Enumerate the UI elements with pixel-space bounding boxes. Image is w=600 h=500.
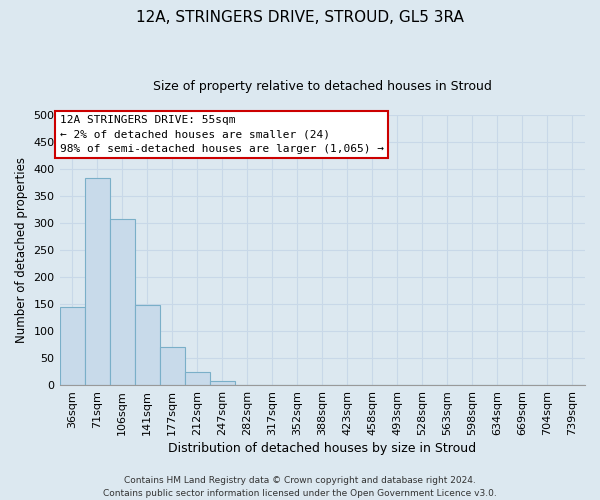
Text: 12A, STRINGERS DRIVE, STROUD, GL5 3RA: 12A, STRINGERS DRIVE, STROUD, GL5 3RA [136,10,464,25]
Y-axis label: Number of detached properties: Number of detached properties [15,157,28,343]
Bar [209,380,235,385]
Bar [85,178,110,385]
Bar [185,372,209,385]
Text: 12A STRINGERS DRIVE: 55sqm
← 2% of detached houses are smaller (24)
98% of semi-: 12A STRINGERS DRIVE: 55sqm ← 2% of detac… [59,115,383,154]
Bar [59,308,85,385]
Title: Size of property relative to detached houses in Stroud: Size of property relative to detached ho… [153,80,492,93]
Bar [110,218,134,385]
Text: Contains HM Land Registry data © Crown copyright and database right 2024.
Contai: Contains HM Land Registry data © Crown c… [103,476,497,498]
Bar [134,304,160,385]
Bar [160,348,185,385]
X-axis label: Distribution of detached houses by size in Stroud: Distribution of detached houses by size … [168,442,476,455]
